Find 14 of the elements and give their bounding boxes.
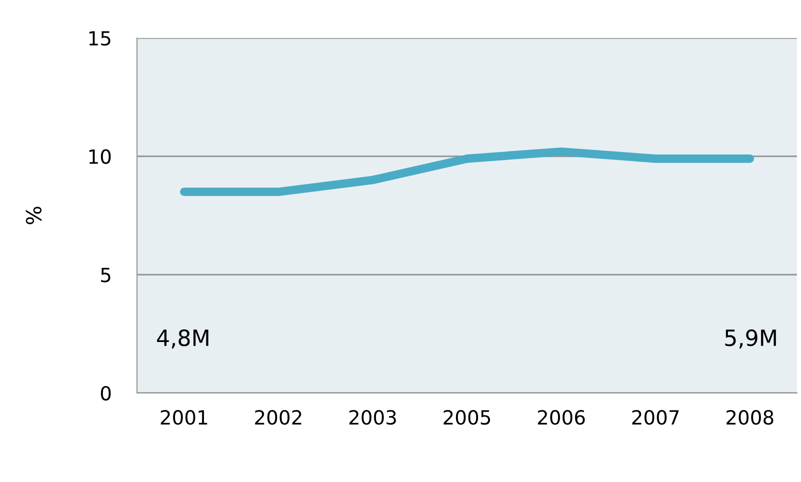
x-tick-label: 2006: [538, 410, 585, 425]
annotation: 4,8M: [157, 329, 208, 348]
x-tick-label: 2003: [349, 410, 396, 425]
y-tick-label: 10: [89, 149, 111, 164]
annotation: 5,9M: [725, 329, 776, 348]
y-tick-label: 0: [100, 386, 111, 401]
x-tick-label: 2005: [444, 410, 490, 425]
y-tick-label: 15: [89, 31, 110, 46]
x-tick-label: 2001: [160, 410, 208, 425]
y-tick-label: 5: [101, 268, 110, 282]
x-tick-label: 2002: [255, 410, 302, 425]
x-tick-label: 2007: [632, 410, 679, 425]
x-tick-label: 2008: [726, 410, 774, 425]
y-axis-title: %: [26, 206, 42, 224]
